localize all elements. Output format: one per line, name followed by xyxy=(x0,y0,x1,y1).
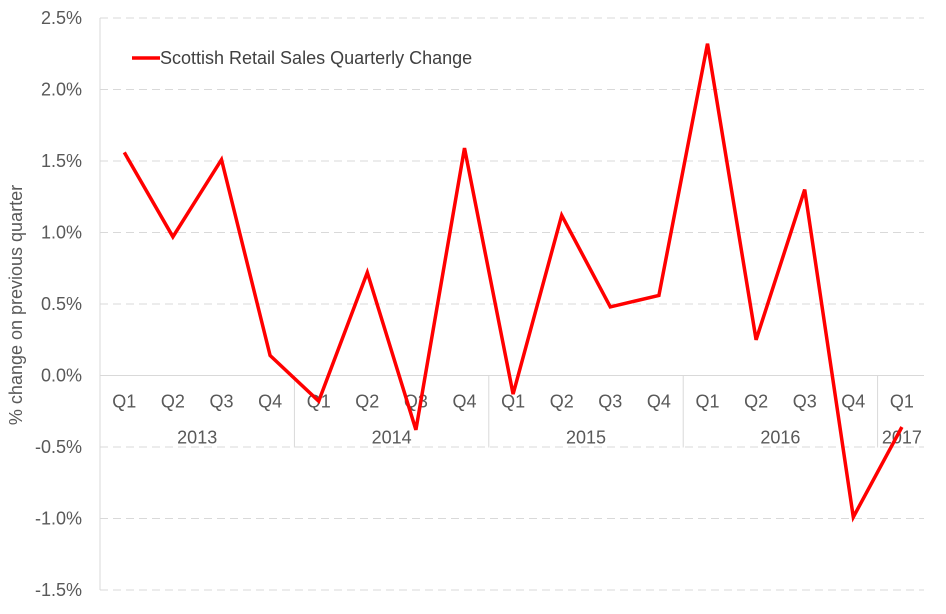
x-tick-label: Q1 xyxy=(890,392,914,412)
x-tick-label: Q3 xyxy=(209,392,233,412)
x-tick-label: Q3 xyxy=(793,392,817,412)
x-tick-label: Q2 xyxy=(355,392,379,412)
x-tick-label: Q4 xyxy=(452,392,476,412)
x-tick-label: Q4 xyxy=(647,392,671,412)
y-axis-ticks: -1.5% -1.0% -0.5% 0.0% 0.5% 1.0% 1.5% 2.0% 2.5% xyxy=(35,8,82,600)
y-axis-title: % change on previous quarter xyxy=(6,185,26,425)
x-group-label: 2016 xyxy=(760,428,800,448)
y-tick-label: 2.0% xyxy=(41,80,82,100)
x-tick-label: Q4 xyxy=(841,392,865,412)
y-tick-label: -1.0% xyxy=(35,509,82,529)
x-group-label: 2014 xyxy=(372,428,412,448)
series-layer xyxy=(122,43,904,523)
x-tick-label: Q3 xyxy=(598,392,622,412)
legend: Scottish Retail Sales Quarterly Change xyxy=(132,48,472,68)
y-tick-label: 2.5% xyxy=(41,8,82,28)
y-tick-label: -0.5% xyxy=(35,437,82,457)
legend-label: Scottish Retail Sales Quarterly Change xyxy=(160,48,472,68)
y-tick-label: 0.5% xyxy=(41,294,82,314)
gridlines xyxy=(99,17,924,591)
y-tick-label: 1.5% xyxy=(41,151,82,171)
series-line xyxy=(122,43,904,523)
y-tick-label: -1.5% xyxy=(35,580,82,600)
x-tick-label: Q2 xyxy=(161,392,185,412)
x-group-label: 2015 xyxy=(566,428,606,448)
x-tick-label: Q2 xyxy=(744,392,768,412)
x-tick-label: Q1 xyxy=(112,392,136,412)
x-tick-label: Q4 xyxy=(258,392,282,412)
x-tick-label: Q1 xyxy=(695,392,719,412)
x-tick-label: Q2 xyxy=(550,392,574,412)
x-group-label: 2013 xyxy=(177,428,217,448)
x-tick-label: Q1 xyxy=(501,392,525,412)
y-tick-label: 0.0% xyxy=(41,366,82,386)
y-tick-label: 1.0% xyxy=(41,223,82,243)
